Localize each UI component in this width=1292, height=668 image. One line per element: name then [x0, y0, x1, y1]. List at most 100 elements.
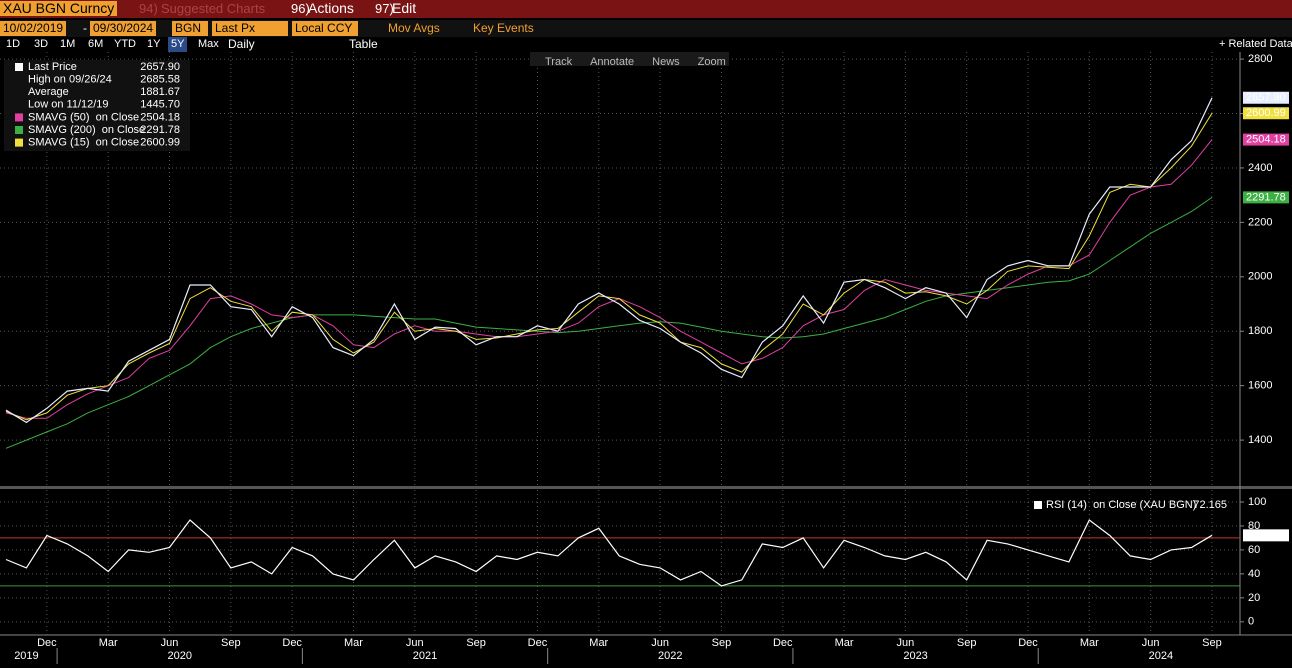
tool-button[interactable]: Zoom: [697, 56, 726, 68]
legend-swatch: [15, 138, 23, 147]
x-tick-label: Jun: [1142, 637, 1160, 649]
value-box: [1243, 91, 1289, 104]
edit-menu[interactable]: Edit: [392, 0, 417, 16]
suggested-num: 94): [139, 1, 158, 16]
legend-value: 2600.99: [140, 137, 180, 149]
legend-name: SMAVG (200) on Close: [28, 124, 145, 136]
legend-value: 1445.70: [140, 99, 180, 111]
x-tick-label: Mar: [344, 637, 363, 649]
period-button[interactable]: 5Y: [168, 37, 188, 52]
field[interactable]: Last Px: [212, 21, 288, 36]
frequency[interactable]: Daily: [228, 37, 255, 51]
period-button[interactable]: 3D: [34, 38, 49, 50]
legend-value: 2504.18: [140, 111, 180, 123]
key-events[interactable]: Key Events: [473, 21, 534, 35]
legend-name: Average: [28, 86, 69, 98]
options-bar: 10/02/2019 - 09/30/2024 BGN Last Px Loca…: [0, 20, 1292, 37]
actions-menu[interactable]: Actions: [308, 0, 354, 16]
legend: Last Price 2657.90 High on 09/26/24 2685.58…: [4, 60, 190, 151]
y-tick-label: 20: [1248, 592, 1260, 604]
legend-value: 2291.78: [140, 124, 180, 136]
year-label: 2024: [1149, 650, 1173, 662]
year-label: 2020: [167, 650, 191, 662]
y-tick-label: 2000: [1248, 271, 1272, 283]
series-line: [5, 196, 1213, 449]
start-date[interactable]: 10/02/2019: [0, 21, 67, 36]
y-tick-label: 1400: [1248, 434, 1272, 446]
year-label: 2021: [413, 650, 437, 662]
y-tick-label: 60: [1248, 544, 1260, 556]
value-box: [1243, 191, 1289, 204]
legend-swatch: [1034, 501, 1042, 509]
edit-num: 97): [375, 1, 394, 16]
mov-avgs[interactable]: Mov Avgs: [388, 21, 440, 35]
legend-swatch: [15, 126, 23, 134]
y-tick-label: 2400: [1248, 162, 1272, 174]
y-tick-label: 2200: [1248, 216, 1272, 228]
y-tick-label: 80: [1248, 520, 1260, 532]
year-label: 2019: [14, 650, 38, 662]
end-date[interactable]: 09/30/2024: [90, 21, 157, 36]
period-button[interactable]: 6M: [88, 38, 104, 50]
x-tick-label: Sep: [221, 637, 241, 649]
x-tick-label: Mar: [99, 637, 118, 649]
series-line: [5, 97, 1213, 424]
title-bar: XAU BGN Curncy 94) Suggested Charts 96) …: [0, 0, 1292, 18]
period-button[interactable]: 1Y: [147, 38, 161, 50]
legend-name: Low on 11/12/19: [28, 99, 109, 111]
actions-num: 96): [291, 1, 310, 16]
legend-value: 2685.58: [140, 74, 180, 86]
legend-value: 1881.67: [140, 86, 180, 98]
tool-button[interactable]: Annotate: [590, 56, 635, 68]
legend-name: Last Price: [28, 61, 77, 73]
legend-swatch: [15, 113, 23, 122]
currency[interactable]: Local CCY: [292, 21, 358, 36]
legend-name: SMAVG (15) on Close: [28, 137, 139, 149]
tool-button[interactable]: News: [652, 56, 680, 68]
y-tick-label: 0: [1248, 616, 1254, 628]
x-tick-label: Mar: [589, 637, 608, 649]
legend-name: SMAVG (50) on Close: [28, 111, 139, 123]
value-box-label: 2657.90: [1246, 92, 1286, 104]
period-button[interactable]: YTD: [114, 38, 136, 50]
y-tick-label: 2800: [1248, 53, 1272, 65]
x-tick-label: Dec: [1018, 637, 1038, 649]
y-tick-label: 100: [1248, 496, 1266, 508]
toolbar: Track Annotate News Zoom: [530, 52, 729, 68]
period-bar: Daily Table + Related Data 1D 3D 1M 6M YTD 1Y…: [0, 37, 1292, 52]
period-button[interactable]: 1D: [6, 38, 21, 50]
panel-divider: [0, 486, 1292, 489]
x-tick-label: Dec: [37, 637, 57, 649]
related-data[interactable]: + Related Data: [1219, 38, 1292, 50]
x-tick-label: Jun: [406, 637, 424, 649]
x-tick-label: Sep: [957, 637, 977, 649]
date-dash: -: [83, 21, 87, 35]
x-tick-label: Dec: [773, 637, 793, 649]
x-tick-label: Dec: [528, 637, 548, 649]
ticker[interactable]: XAU BGN Curncy: [0, 1, 118, 16]
legend-name: High on 09/26/24: [28, 74, 112, 86]
year-label: 2023: [903, 650, 927, 662]
value-box: [1243, 529, 1289, 542]
table-button[interactable]: Table: [349, 37, 378, 51]
x-tick-label: Mar: [1080, 637, 1099, 649]
y-tick-label: 1600: [1248, 380, 1272, 392]
source[interactable]: BGN: [172, 21, 208, 36]
tool-button[interactable]: Track: [545, 56, 573, 68]
legend-value: 2657.90: [140, 61, 180, 73]
series-line: [5, 139, 1213, 419]
y-tick-label: 40: [1248, 568, 1260, 580]
series-line: [5, 112, 1213, 421]
value-box: [1243, 133, 1289, 146]
legend-swatch: [15, 63, 23, 71]
suggested-charts[interactable]: Suggested Charts: [161, 1, 266, 16]
period-button[interactable]: 1M: [60, 38, 76, 50]
legend-bg: [4, 60, 190, 151]
value-box-label: 2291.78: [1246, 191, 1286, 203]
period-button[interactable]: Max: [198, 38, 219, 50]
legend-value: 72.165: [1193, 499, 1227, 511]
x-tick-label: Dec: [282, 637, 302, 649]
y-tick-label: 1800: [1248, 325, 1272, 337]
y-tick-label: 2600: [1248, 107, 1272, 119]
